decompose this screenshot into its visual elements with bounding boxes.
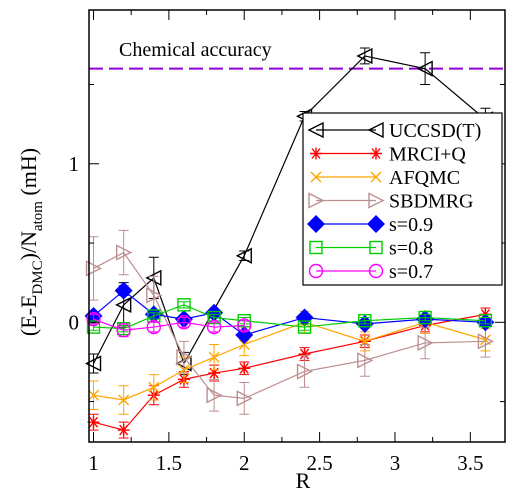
data-point [238, 339, 250, 350]
legend-label: s=0.7 [389, 261, 433, 283]
error-bar [88, 236, 99, 301]
series-line [93, 313, 486, 431]
data-point [356, 47, 373, 65]
legend-box [302, 112, 503, 286]
series-line [93, 289, 486, 336]
data-point [235, 247, 252, 264]
series-AFQMC [88, 310, 491, 415]
data-point [236, 390, 253, 407]
y-axis-label-main: (E-E [16, 295, 41, 337]
data-point [418, 310, 432, 325]
y-axis-label-sub2: atom [30, 201, 46, 231]
data-point [297, 320, 312, 334]
data-point [87, 416, 100, 429]
series-line [92, 55, 486, 365]
data-point [478, 314, 493, 328]
legend-marker [367, 215, 385, 233]
y-axis-label-mid: )/N [16, 231, 41, 260]
y-axis-label-unit: (mH) [16, 148, 41, 201]
x-tick-label: 1 [88, 451, 99, 475]
data-point [477, 333, 494, 350]
data-point [115, 296, 132, 314]
data-point [116, 323, 131, 338]
data-point [118, 394, 130, 406]
legend-marker [368, 263, 384, 279]
data-point [146, 287, 163, 304]
x-tick-label: 1.5 [156, 451, 182, 475]
data-point [117, 424, 130, 437]
data-point [358, 314, 372, 328]
data-point [146, 319, 162, 335]
legend-marker [367, 121, 384, 139]
legend-marker [307, 121, 324, 139]
series-line [93, 318, 245, 331]
data-point [298, 348, 311, 361]
data-point [357, 352, 374, 369]
data-point [296, 363, 314, 380]
y-axis-label-sub1: DMC [30, 260, 46, 294]
legend-label: UCCSD(T) [389, 120, 481, 142]
legend-marker [369, 240, 383, 255]
data-point [148, 381, 160, 393]
series-line [93, 251, 486, 400]
y-tick-label: 1 [69, 152, 80, 176]
error-bar [480, 317, 491, 325]
legend-label: MRCI+Q [389, 144, 466, 166]
data-point [86, 311, 101, 327]
data-point [176, 349, 193, 366]
legend-marker [310, 147, 322, 160]
data-point [206, 319, 222, 335]
legend-label: s=0.8 [389, 238, 433, 260]
legend-marker [307, 215, 325, 233]
data-point [416, 60, 433, 77]
legend-marker [309, 240, 323, 255]
legend-marker [368, 192, 385, 209]
data-point [84, 355, 102, 372]
x-tick-label: 2 [239, 451, 250, 475]
legend-label: s=0.9 [389, 214, 433, 236]
series-s=0.7 [86, 311, 252, 338]
series-line [93, 321, 486, 401]
legend-label: AFQMC [389, 167, 460, 189]
data-point [177, 298, 191, 312]
data-point [206, 387, 223, 404]
error-bar [88, 353, 99, 374]
data-point [237, 318, 252, 333]
legend-marker [310, 171, 322, 183]
data-point [88, 389, 100, 401]
data-point [238, 362, 251, 375]
data-point [208, 367, 221, 380]
chemical-accuracy-label: Chemical accuracy [119, 39, 272, 61]
x-tick-label: 2.5 [306, 451, 332, 475]
legend-marker [308, 192, 325, 209]
data-point [208, 351, 220, 363]
legend-marker [370, 147, 382, 160]
x-tick-label: 3 [390, 451, 401, 475]
data-point [85, 260, 103, 277]
x-axis-label: R [296, 468, 311, 493]
legend-marker [370, 171, 382, 183]
data-point [114, 281, 133, 300]
data-point [417, 334, 434, 352]
legend-marker [308, 263, 324, 279]
x-tick-label: 3.5 [457, 451, 483, 475]
y-tick-label: 0 [69, 310, 80, 334]
y-axis-label: (E-EDMC)/Natom (mH) [16, 148, 46, 336]
series-line [93, 304, 486, 330]
data-point [115, 244, 133, 261]
data-point [176, 315, 192, 330]
legend-label: SBDMRG [389, 191, 473, 213]
plot-frame [88, 9, 506, 443]
